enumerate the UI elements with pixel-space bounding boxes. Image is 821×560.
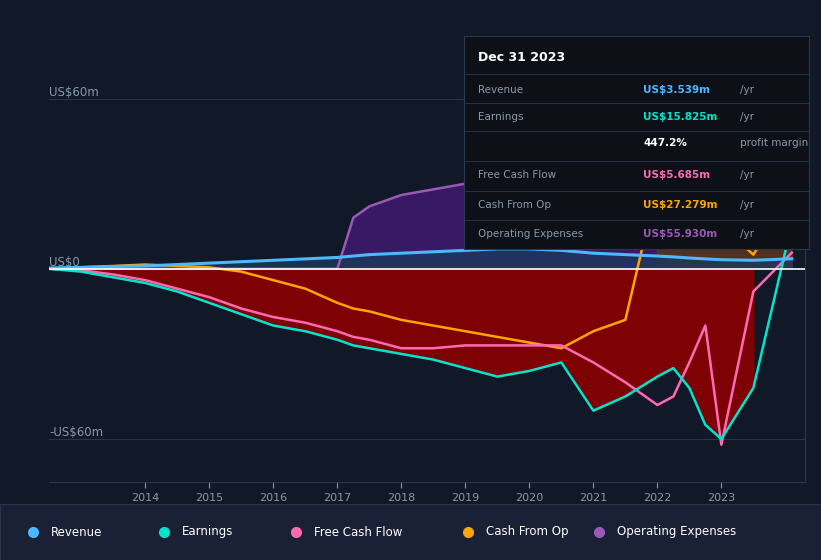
Text: Free Cash Flow: Free Cash Flow [314, 525, 402, 539]
Text: US$3.539m: US$3.539m [643, 85, 710, 95]
Text: Dec 31 2023: Dec 31 2023 [478, 51, 565, 64]
Text: Earnings: Earnings [478, 112, 523, 122]
Text: 447.2%: 447.2% [643, 138, 687, 148]
Text: US$0: US$0 [49, 256, 80, 269]
Text: /yr: /yr [740, 229, 754, 239]
Text: US$15.825m: US$15.825m [643, 112, 718, 122]
Text: /yr: /yr [740, 112, 754, 122]
Text: profit margin: profit margin [740, 138, 808, 148]
Text: /yr: /yr [740, 85, 754, 95]
Text: Cash From Op: Cash From Op [478, 199, 551, 209]
Text: Revenue: Revenue [51, 525, 103, 539]
Text: US$55.930m: US$55.930m [643, 229, 718, 239]
Text: /yr: /yr [740, 170, 754, 180]
Text: US$27.279m: US$27.279m [643, 199, 718, 209]
Text: US$5.685m: US$5.685m [643, 170, 710, 180]
Text: Cash From Op: Cash From Op [486, 525, 568, 539]
Text: -US$60m: -US$60m [49, 426, 103, 439]
Text: Earnings: Earnings [182, 525, 234, 539]
Text: Revenue: Revenue [478, 85, 523, 95]
Text: Free Cash Flow: Free Cash Flow [478, 170, 556, 180]
Text: Operating Expenses: Operating Expenses [478, 229, 583, 239]
Text: /yr: /yr [740, 199, 754, 209]
Text: Operating Expenses: Operating Expenses [617, 525, 736, 539]
Text: US$60m: US$60m [49, 86, 99, 99]
